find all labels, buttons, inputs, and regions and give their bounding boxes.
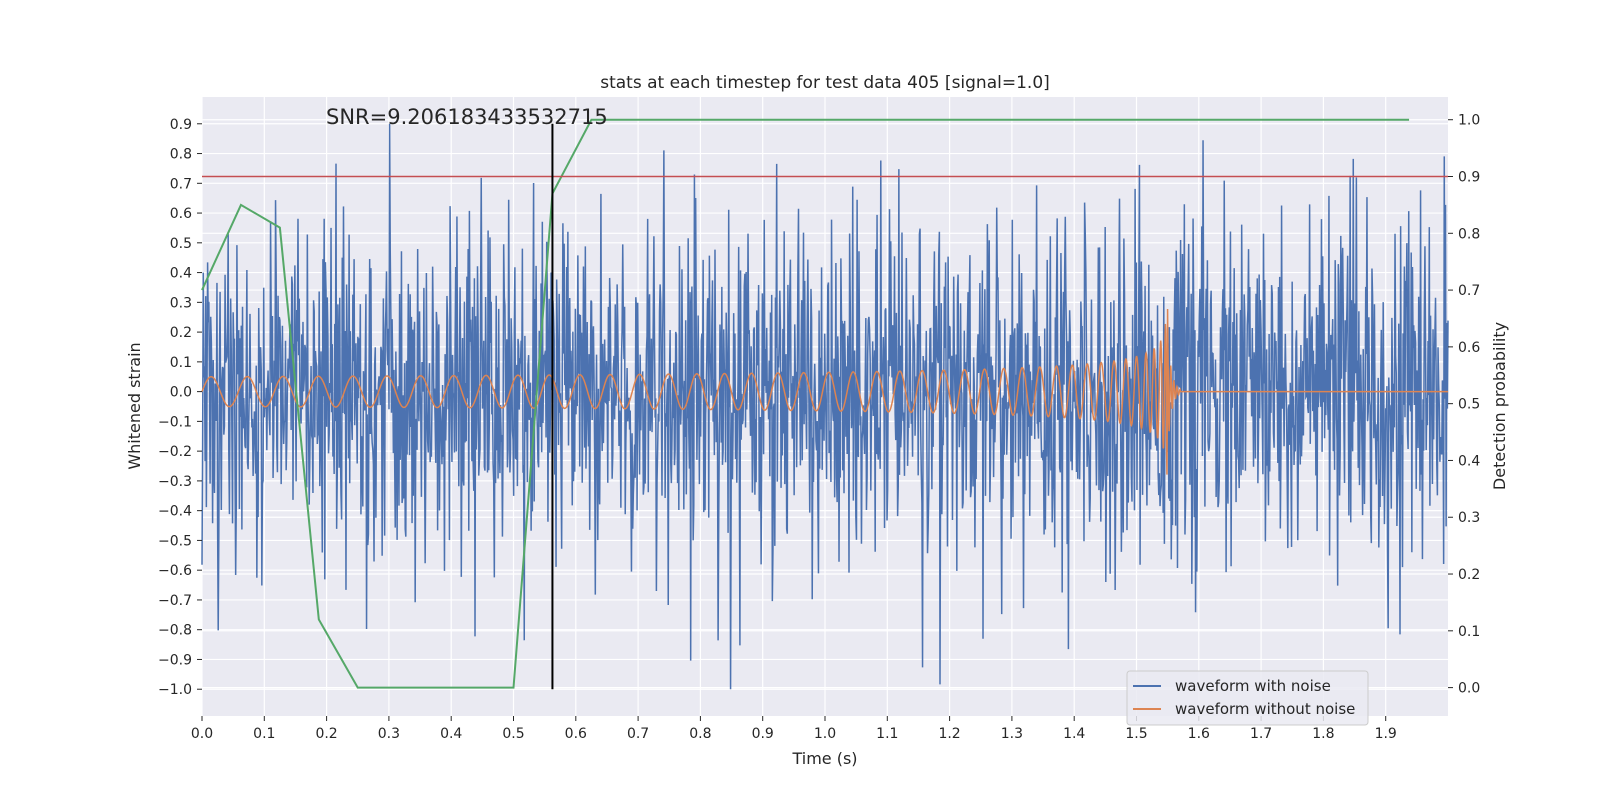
x-tick-label: 1.6	[1188, 726, 1210, 742]
x-tick-label: 1.9	[1375, 726, 1397, 742]
overlay-lines	[201, 118, 1448, 690]
x-tick-label: 1.4	[1063, 726, 1085, 742]
y2-tick-label: 0.9	[1458, 170, 1480, 186]
y2-tick-label: 0.6	[1458, 340, 1480, 356]
y2-axis-label: Detection probability	[1490, 322, 1509, 490]
y-tick-label: −0.5	[158, 533, 192, 549]
y2-tick-label: 0.7	[1458, 283, 1480, 299]
y2-axis-ticks: 1.0 0.9 0.8 0.7 0.6 0.5 0.4 0.3 0.2 0.1 0.0	[1448, 113, 1480, 697]
y2-tick-label: 0.2	[1458, 567, 1480, 583]
y-tick-label: −1.0	[158, 682, 192, 698]
y-tick-label: 0.2	[170, 325, 192, 341]
x-tick-label: 0.5	[502, 726, 524, 742]
y-tick-label: −0.3	[158, 474, 192, 490]
y2-tick-label: 0.0	[1458, 681, 1480, 697]
y-axis-label: Whitened strain	[125, 342, 144, 469]
chart-title: stats at each timestep for test data 405…	[600, 73, 1050, 93]
legend: waveform with noise waveform without noi…	[1126, 670, 1369, 726]
x-tick-label: 0.8	[689, 726, 711, 742]
x-tick-label: 0.1	[253, 726, 275, 742]
x-tick-label: 0.7	[627, 726, 649, 742]
y-tick-label: 0.9	[170, 117, 192, 133]
x-tick-label: 0.4	[440, 726, 462, 742]
x-tick-label: 1.0	[814, 726, 836, 742]
snr-annotation: SNR=9.206183433532715	[326, 105, 608, 129]
x-tick-label: 0.6	[565, 726, 587, 742]
y-axis-ticks: 0.9 0.8 0.7 0.6 0.5 0.4 0.3 0.2 0.1 0.0 −0.1 −0.2 −0…	[158, 117, 202, 698]
series-waveform-with-noise	[201, 123, 1449, 690]
legend-label-clean: waveform without noise	[1175, 700, 1355, 718]
x-tick-label: 1.8	[1312, 726, 1334, 742]
x-axis-ticks: 0.0 0.1 0.2 0.3 0.4 0.5 0.6 0.7 0.8 0.9 1.0 1.1 1.2 1…	[191, 716, 1397, 742]
y2-tick-label: 0.5	[1458, 397, 1480, 413]
y2-tick-label: 0.8	[1458, 226, 1480, 242]
x-tick-label: 1.2	[938, 726, 960, 742]
x-tick-label: 0.0	[191, 726, 213, 742]
y2-tick-label: 0.4	[1458, 453, 1480, 469]
x-tick-label: 1.3	[1001, 726, 1023, 742]
y-tick-label: 0.5	[170, 236, 192, 252]
y-tick-label: −0.9	[158, 652, 192, 668]
x-tick-label: 0.3	[378, 726, 400, 742]
y2-tick-label: 0.1	[1458, 624, 1480, 640]
y-tick-label: −0.7	[158, 593, 192, 609]
y2-tick-label: 1.0	[1458, 113, 1480, 129]
y-tick-label: −0.8	[158, 623, 192, 639]
y-tick-label: −0.6	[158, 563, 192, 579]
y-tick-label: 0.8	[170, 147, 192, 163]
y-tick-label: −0.2	[158, 444, 192, 460]
y-tick-label: 0.7	[170, 176, 192, 192]
y-tick-label: −0.4	[158, 504, 192, 520]
y-tick-label: 0.6	[170, 206, 192, 222]
y-tick-label: −0.1	[158, 414, 192, 430]
x-axis-label: Time (s)	[791, 749, 857, 768]
legend-box	[1126, 670, 1369, 726]
legend-label-noise: waveform with noise	[1175, 677, 1331, 695]
series-detection-probability	[201, 118, 1410, 689]
x-tick-label: 1.1	[876, 726, 898, 742]
x-tick-label: 0.9	[752, 726, 774, 742]
series-waveform-without-noise	[201, 309, 1448, 475]
x-tick-label: 0.2	[315, 726, 337, 742]
x-tick-label: 1.5	[1125, 726, 1147, 742]
signal-lines	[201, 123, 1449, 690]
x-tick-label: 1.7	[1250, 726, 1272, 742]
y-tick-label: 0.3	[170, 295, 192, 311]
y-tick-label: 0.1	[170, 355, 192, 371]
y-tick-label: 0.4	[170, 266, 192, 282]
y-tick-label: 0.0	[170, 385, 192, 401]
y2-tick-label: 0.3	[1458, 510, 1480, 526]
